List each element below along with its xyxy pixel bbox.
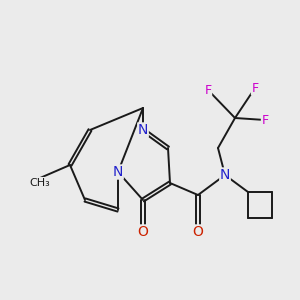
Text: F: F bbox=[261, 113, 268, 127]
Text: F: F bbox=[204, 83, 211, 97]
Text: O: O bbox=[138, 225, 148, 239]
Text: N: N bbox=[220, 168, 230, 182]
Text: N: N bbox=[113, 165, 123, 179]
Text: N: N bbox=[138, 123, 148, 137]
Text: O: O bbox=[193, 225, 203, 239]
Text: F: F bbox=[251, 82, 259, 94]
Text: CH₃: CH₃ bbox=[30, 178, 50, 188]
